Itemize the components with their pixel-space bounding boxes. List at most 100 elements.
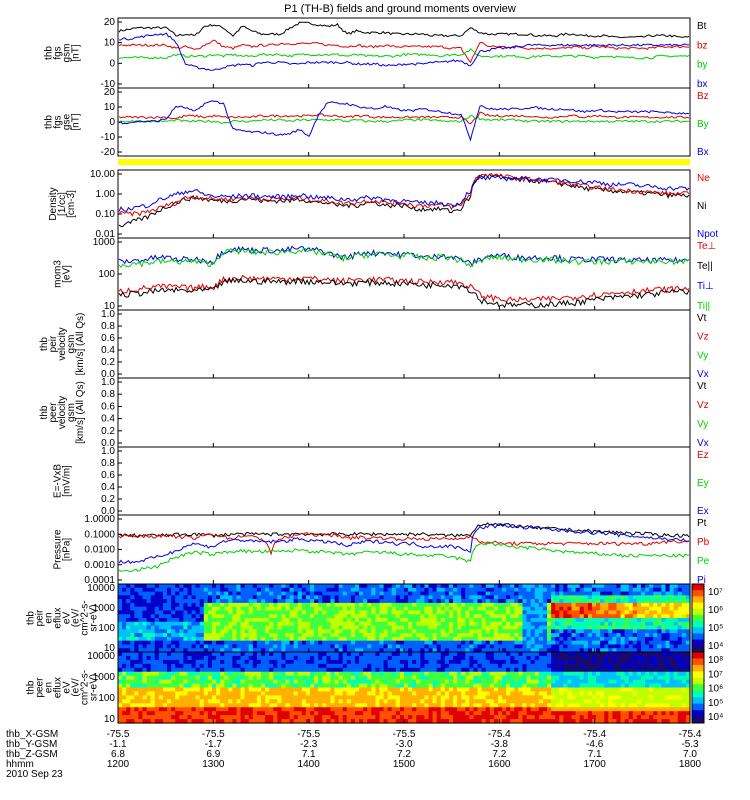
heatmap-cell <box>473 633 479 638</box>
heatmap-cell <box>481 683 487 689</box>
heatmap-cell <box>457 687 462 693</box>
heatmap-cell <box>620 644 626 649</box>
heatmap-cell <box>203 711 209 716</box>
heatmap-cell <box>322 655 327 661</box>
heatmap-cell <box>685 621 691 627</box>
heatmap-cell <box>150 636 156 642</box>
heatmap-cell <box>240 699 246 704</box>
heatmap-cell <box>285 633 291 638</box>
heatmap-cell <box>489 621 495 627</box>
heatmap-cell <box>301 621 307 627</box>
heatmap-cell <box>248 687 254 693</box>
heatmap-cell <box>379 711 385 716</box>
heatmap-cell <box>199 652 205 657</box>
heatmap-cell <box>367 671 372 677</box>
heatmap-cell <box>510 606 515 612</box>
y-axis-label-line: eflux <box>53 607 64 628</box>
heatmap-cell <box>293 667 299 673</box>
heatmap-cell <box>326 648 332 653</box>
heatmap-cell <box>314 691 319 696</box>
heatmap-cell <box>465 675 470 681</box>
heatmap-cell <box>220 715 225 720</box>
heatmap-cell <box>571 606 577 612</box>
heatmap-cell <box>367 659 372 665</box>
heatmap-cell <box>424 610 430 615</box>
heatmap-cell <box>493 625 499 630</box>
heatmap-cell <box>183 614 189 619</box>
heatmap-cell <box>167 591 172 596</box>
heatmap-cell <box>596 655 601 661</box>
heatmap-cell <box>146 671 152 677</box>
heatmap-cell <box>305 636 311 642</box>
heatmap-cell <box>371 699 376 704</box>
heatmap-cell <box>285 663 291 669</box>
heatmap-cell <box>297 629 303 634</box>
heatmap-cell <box>310 644 315 649</box>
heatmap-cell <box>297 595 303 600</box>
heatmap-cell <box>461 636 466 642</box>
heatmap-cell <box>497 606 503 612</box>
heatmap-cell <box>252 633 258 638</box>
heatmap-cell <box>448 659 454 665</box>
heatmap-cell <box>379 695 385 700</box>
heatmap-cell <box>440 699 446 704</box>
heatmap-cell <box>465 602 470 608</box>
heatmap-cell <box>330 703 336 708</box>
heatmap-cell <box>146 703 152 708</box>
heatmap-cell <box>240 679 246 685</box>
heatmap-cell <box>281 606 287 612</box>
heatmap-cell <box>555 715 560 720</box>
heatmap-cell <box>645 629 650 634</box>
heatmap-cell <box>457 663 462 669</box>
heatmap-cell <box>228 614 233 619</box>
heatmap-cell <box>461 655 466 661</box>
heatmap-cell <box>473 625 479 630</box>
heatmap-cell <box>199 679 205 685</box>
heatmap-cell <box>563 659 569 665</box>
heatmap-cell <box>587 621 593 627</box>
heatmap-cell <box>158 699 164 704</box>
heatmap-cell <box>522 648 528 653</box>
heatmap-cell <box>363 707 368 712</box>
heatmap-cell <box>481 633 487 638</box>
heatmap-cell <box>220 687 225 693</box>
y-tick-label: 0.0 <box>101 369 115 380</box>
heatmap-cell <box>538 683 544 689</box>
heatmap-cell <box>530 648 536 653</box>
heatmap-cell <box>289 671 295 677</box>
heatmap-cell <box>277 675 283 681</box>
heatmap-cell <box>334 703 340 708</box>
heatmap-cell <box>416 691 421 696</box>
heatmap-cell <box>346 618 352 623</box>
heatmap-cell <box>649 614 654 619</box>
heatmap-cell <box>567 595 573 600</box>
heatmap-cell <box>342 625 348 630</box>
panel-9: 10000100010010thbpeirenefluxeV(eV/cm^2-s… <box>26 583 724 654</box>
heatmap-cell <box>338 667 344 673</box>
heatmap-cell <box>653 595 658 600</box>
heatmap-cell <box>551 707 556 712</box>
heatmap-cell <box>628 584 634 589</box>
heatmap-cell <box>477 719 483 724</box>
heatmap-cell <box>256 629 262 634</box>
heatmap-cell <box>371 584 376 589</box>
heatmap-cell <box>514 614 519 619</box>
heatmap-cell <box>624 625 630 630</box>
heatmap-cell <box>183 671 189 677</box>
heatmap-cell <box>310 618 315 623</box>
heatmap-cell <box>289 625 295 630</box>
heatmap-cell <box>158 625 164 630</box>
heatmap-cell <box>334 679 340 685</box>
heatmap-cell <box>326 602 332 608</box>
heatmap-cell <box>493 584 499 589</box>
heatmap-cell <box>506 640 511 646</box>
heatmap-cell <box>399 625 405 630</box>
heatmap-cell <box>224 667 229 673</box>
heatmap-cell <box>261 587 266 593</box>
heatmap-cell <box>195 703 201 708</box>
heatmap-cell <box>432 591 438 596</box>
heatmap-cell <box>649 633 654 638</box>
heatmap-cell <box>211 655 217 661</box>
heatmap-cell <box>334 610 340 615</box>
heatmap-cell <box>130 652 135 657</box>
